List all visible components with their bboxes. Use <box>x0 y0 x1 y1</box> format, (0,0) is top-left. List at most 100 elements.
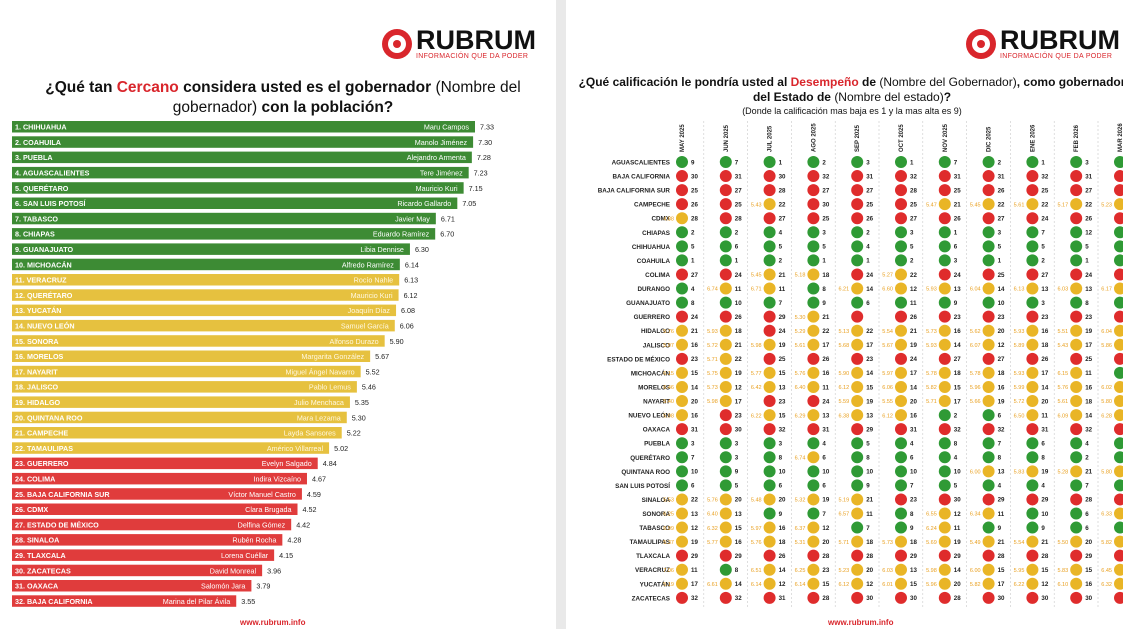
score-label: 6.45 <box>1101 568 1112 574</box>
rank-label: 6 <box>822 483 826 490</box>
rank-label: 13 <box>822 412 829 419</box>
rank-label: 1 <box>822 258 826 265</box>
rank-dot <box>1070 493 1083 506</box>
rank-dot <box>676 282 688 295</box>
rank-dot <box>1070 521 1083 534</box>
rank-label: 14 <box>779 567 786 574</box>
rank-label: 25 <box>866 201 873 208</box>
rank-dot <box>807 282 820 295</box>
month-header: NOV 2025 <box>943 123 949 152</box>
rank-label: 3 <box>735 455 739 462</box>
score-label: 5.73 <box>882 540 893 546</box>
bar-category-label: 16. MORELOS <box>15 352 64 361</box>
rank-label: 18 <box>1085 398 1092 405</box>
rank-dot <box>763 479 776 492</box>
rank-dot <box>676 212 688 225</box>
rank-label: 24 <box>691 314 698 321</box>
score-label: 6.06 <box>882 385 893 391</box>
bar-category-label: 9. GUANAJUATO <box>15 245 73 254</box>
score-label: 5.71 <box>707 357 718 363</box>
rank-label: 9 <box>822 300 826 307</box>
score-label: 5.76 <box>1057 385 1068 391</box>
rank-label: 29 <box>954 553 961 560</box>
rank-label: 16 <box>1085 384 1092 391</box>
rank-dot <box>1070 549 1083 562</box>
bar-governor-label: Layda Sansores <box>284 429 336 438</box>
rank-dot <box>807 324 820 337</box>
rank-dot <box>676 395 688 408</box>
rank-label: 1 <box>1085 258 1089 265</box>
bar <box>12 121 475 133</box>
right-chart-subtitle: (Donde la calificación mas baja es 1 y l… <box>742 106 962 116</box>
bar-value-label: 7.05 <box>462 199 476 208</box>
rank-label: 23 <box>1085 314 1092 321</box>
rank-dot <box>763 268 776 281</box>
rank-label: 19 <box>910 342 917 349</box>
rank-label: 19 <box>998 398 1005 405</box>
score-label: 5.86 <box>1101 343 1112 349</box>
rank-dot <box>895 338 907 351</box>
rank-label: 20 <box>779 497 786 504</box>
bar-value-label: 5.22 <box>347 429 361 438</box>
rank-dot <box>938 198 951 211</box>
rank-dot <box>676 479 688 492</box>
rank-label: 19 <box>779 342 786 349</box>
rank-label: 15 <box>779 370 786 377</box>
score-label: 5.93 <box>707 329 718 335</box>
score-label: 6.32 <box>707 526 718 532</box>
rank-label: 18 <box>779 539 786 546</box>
rank-label: 9 <box>691 159 695 166</box>
score-label: 5.95 <box>1014 568 1025 574</box>
rank-dot <box>763 170 776 183</box>
title-highlight: Desempeño <box>790 75 859 89</box>
rank-label: 28 <box>954 595 961 602</box>
rank-label: 5 <box>1041 244 1045 251</box>
rank-dot <box>938 268 951 281</box>
rank-label: 10 <box>735 300 742 307</box>
rank-dot <box>1026 254 1039 267</box>
rank-label: 14 <box>866 370 873 377</box>
rank-dot <box>763 409 776 422</box>
state-label: SAN LUIS POTOSÍ <box>615 481 670 490</box>
rank-label: 13 <box>910 567 917 574</box>
bar-governor-label: David Monreal <box>210 566 257 575</box>
rank-dot <box>719 409 732 422</box>
rank-dot <box>1026 170 1039 183</box>
rank-label: 31 <box>954 173 961 180</box>
rank-dot <box>1026 338 1039 351</box>
rank-label: 20 <box>866 567 873 574</box>
bar-value-label: 3.79 <box>256 582 270 591</box>
rank-dot <box>807 465 820 478</box>
score-label: 6.38 <box>838 413 849 419</box>
rank-label: 1 <box>910 159 914 166</box>
right-footer-url[interactable]: www.rubrum.info <box>828 618 894 627</box>
bar <box>12 212 436 225</box>
rank-dot <box>938 282 951 295</box>
bar-category-label: 13. YUCATÁN <box>15 306 61 315</box>
rank-dot <box>676 437 688 450</box>
rank-label: 26 <box>1085 216 1092 223</box>
rank-dot <box>982 282 995 295</box>
state-label: COAHUILA <box>637 258 671 265</box>
rank-label: 12 <box>954 511 961 518</box>
rank-label: 25 <box>822 216 829 223</box>
bar <box>12 182 464 194</box>
left-footer-url[interactable]: www.rubrum.info <box>240 618 306 627</box>
bar-governor-label: Alfonso Durazo <box>330 337 379 346</box>
rank-dot <box>807 493 820 506</box>
rank-dot <box>938 535 951 548</box>
rank-dot <box>1026 212 1039 225</box>
bar-category-label: 20. QUINTANA ROO <box>15 413 83 422</box>
rank-label: 28 <box>910 187 917 194</box>
bar-value-label: 4.42 <box>296 520 310 529</box>
rank-dot <box>851 535 864 548</box>
rank-dot <box>807 184 820 197</box>
rank-label: 27 <box>779 216 786 223</box>
rank-label: 10 <box>910 469 917 476</box>
rank-label: 19 <box>866 398 873 405</box>
rank-dot <box>1114 577 1123 590</box>
rank-dot <box>719 366 732 379</box>
rank-dot <box>938 296 951 309</box>
rank-label: 8 <box>866 455 870 462</box>
brand-name: RUBRUM <box>1000 25 1120 55</box>
